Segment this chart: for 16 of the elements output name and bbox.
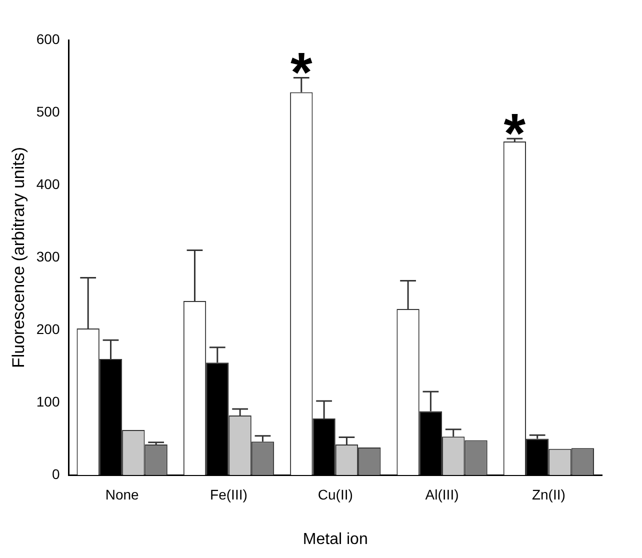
y-tick-label: 100 [36, 393, 60, 410]
y-tick-label: 300 [36, 248, 60, 264]
data-label: * [290, 40, 312, 104]
y-axis-title: Fluorescence (arbitrary units) [8, 146, 28, 368]
y-tick-label: 600 [36, 30, 60, 47]
data-label: * [504, 102, 526, 165]
y-tick-label: 400 [36, 176, 60, 192]
x-tick-label: Al(III) [425, 486, 459, 502]
x-tick-label: Fe(III) [210, 486, 248, 502]
y-tick-label: 500 [36, 103, 60, 120]
x-tick-label: None [105, 486, 140, 502]
y-tick-label: 200 [36, 320, 60, 337]
x-tick-label: Zn(II) [532, 486, 566, 502]
y-tick-label: 0 [52, 466, 60, 482]
x-axis-title: Metal ion [302, 530, 368, 548]
x-tick-label: Cu(II) [318, 486, 353, 502]
